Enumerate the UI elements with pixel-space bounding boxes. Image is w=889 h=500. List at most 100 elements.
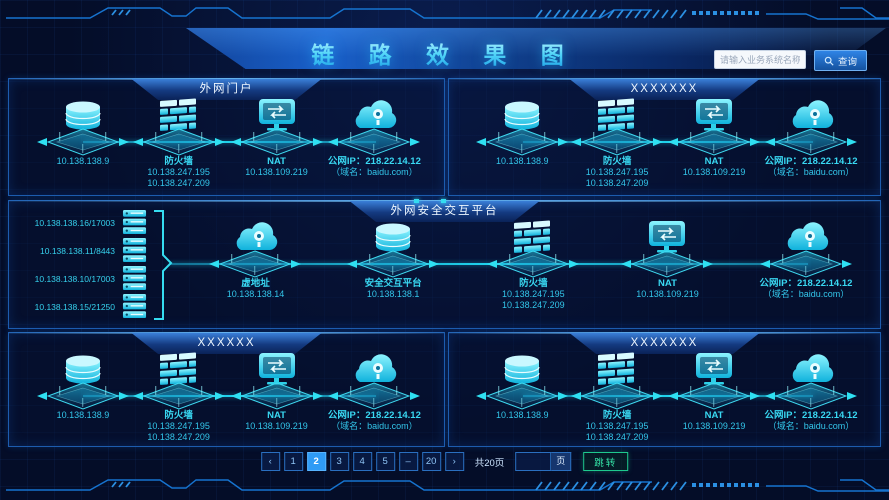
- firewall-icon: [159, 352, 196, 385]
- page-button-20[interactable]: 20: [421, 452, 441, 471]
- node-name: 虚地址: [241, 278, 270, 289]
- firewall-icon: [159, 98, 196, 131]
- platform-diamond: [476, 382, 569, 410]
- node-name: 公网IP：218.22.14.12: [764, 410, 858, 421]
- border-dot: [414, 199, 419, 203]
- node-ip: 10.138.247.209: [147, 432, 210, 442]
- node-nat: NAT 10.138.109.219: [202, 352, 352, 432]
- node-ip: 10.138.109.219: [245, 421, 308, 431]
- panel-title: XXXXXXX: [569, 79, 760, 100]
- border-dot: [441, 199, 446, 203]
- page-button-4[interactable]: 4: [352, 452, 372, 471]
- platform-diamond: [132, 382, 225, 410]
- node-name: NAT: [704, 410, 724, 421]
- node-ip: （域名：baidu.com）: [762, 289, 850, 299]
- node-ip: 10.138.247.195: [585, 421, 649, 431]
- platform-diamond: [621, 250, 714, 278]
- node-nat: NAT 10.138.109.219: [592, 220, 742, 300]
- source-row: 10.138.138.10/17003: [23, 266, 147, 291]
- node-ip: 10.138.247.209: [585, 178, 649, 188]
- node-ip: 10.138.138.9: [495, 410, 549, 420]
- database-icon: [65, 101, 101, 130]
- next-page-button[interactable]: ›: [444, 452, 464, 471]
- node-ip: 10.138.247.209: [147, 178, 210, 188]
- platform-diamond: [765, 382, 858, 410]
- connection-line: [522, 141, 813, 143]
- source-ip-label: 10.138.138.10/17003: [34, 273, 115, 284]
- page-number-input[interactable]: [515, 452, 552, 471]
- bracket-connector: [151, 209, 173, 326]
- node-ip: 10.138.247.209: [585, 432, 649, 442]
- nat-icon: [258, 353, 295, 385]
- nat-icon: [696, 99, 733, 131]
- panel-2: XXXXXXX 10.138.138.9 防火墙 10.138.247.195 10.1…: [448, 78, 881, 196]
- node-name: NAT: [704, 156, 724, 167]
- node-ip: （域名：baidu.com）: [767, 167, 855, 177]
- node-ip: 10.138.109.219: [636, 289, 699, 299]
- firewall-icon: [598, 98, 635, 131]
- nat-icon: [649, 221, 686, 253]
- node-name: 公网IP：218.22.14.12: [327, 156, 421, 167]
- node-firewall: 防火墙 10.138.247.195 10.138.247.209: [104, 352, 254, 443]
- node-cloud: 公网IP：218.22.14.12 （域名：baidu.com）: [731, 220, 881, 300]
- node-ip: 10.138.247.209: [502, 300, 565, 310]
- panel-title: XXXXXXX: [569, 333, 760, 354]
- node-name: 防火墙: [519, 278, 548, 289]
- node-ip: （域名：baidu.com）: [331, 167, 418, 177]
- node-cloud: 公网IP：218.22.14.12 （域名：baidu.com）: [736, 352, 886, 432]
- node-cloud: 虚地址 10.138.138.14: [180, 220, 330, 300]
- platform-diamond: [759, 250, 852, 278]
- platform-diamond: [209, 250, 302, 278]
- page-button-–[interactable]: –: [398, 452, 418, 471]
- database-icon: [504, 101, 540, 130]
- page-suffix-label: 页: [551, 452, 572, 471]
- cloud-icon: [356, 354, 397, 382]
- node-ip: 10.138.247.195: [147, 421, 210, 431]
- server-stack-icon: [122, 238, 147, 263]
- node-name: 安全交互平台: [364, 278, 422, 289]
- node-firewall: 防火墙 10.138.247.195 10.138.247.209: [542, 98, 692, 189]
- panel-title: 外网安全交互平台: [349, 201, 540, 222]
- platform-diamond: [765, 128, 858, 156]
- page-jump-group: 页: [515, 452, 572, 471]
- platform-diamond: [476, 128, 569, 156]
- source-row: 10.138.138.11/8443: [23, 238, 147, 263]
- node-nat: NAT 10.138.109.219: [639, 98, 789, 178]
- firewall-icon: [598, 352, 635, 385]
- server-stack-icon: [122, 294, 147, 319]
- node-database: 10.138.138.9: [447, 98, 597, 167]
- page-button-5[interactable]: 5: [375, 452, 395, 471]
- cloud-icon: [787, 222, 829, 250]
- connection-line: [83, 395, 377, 397]
- firewall-icon: [514, 220, 551, 253]
- page-button-2[interactable]: 2: [306, 452, 326, 471]
- server-stack-icon: [122, 266, 147, 291]
- node-database: 10.138.138.9: [8, 98, 158, 167]
- source-row: 10.138.138.15/21250: [23, 294, 147, 319]
- pagination: ‹ 1 2 3 4 5–20 › 共20页 页 跳转: [260, 452, 629, 471]
- platform-diamond: [571, 128, 664, 156]
- platform-diamond: [230, 128, 323, 156]
- panel-3: 外网安全交互平台 10.138.138.16/17003 10.138.138.11…: [8, 199, 881, 329]
- node-ip: 10.138.138.9: [495, 156, 549, 166]
- node-name: 公网IP：218.22.14.12: [759, 278, 853, 289]
- jump-button[interactable]: 跳转: [583, 452, 629, 471]
- cloud-icon: [356, 100, 397, 128]
- panel-1: 外网门户 10.138.138.9 防火墙 10.138.247.195 10.138.…: [8, 78, 445, 196]
- platform-diamond: [328, 382, 421, 410]
- page-button-1[interactable]: 1: [283, 452, 303, 471]
- platform-diamond: [347, 250, 440, 278]
- node-ip: 10.138.247.195: [147, 167, 210, 177]
- node-name: NAT: [658, 278, 677, 289]
- prev-page-button[interactable]: ‹: [260, 452, 280, 471]
- search-input[interactable]: [714, 50, 806, 69]
- search-bar: 查询: [714, 50, 868, 71]
- node-ip: 10.138.109.219: [245, 167, 308, 177]
- search-button[interactable]: 查询: [814, 50, 868, 71]
- top-circuit-decoration: [6, 7, 889, 20]
- panel-5: XXXXXXX 10.138.138.9 防火墙 10.138.247.195 10.1…: [448, 332, 881, 447]
- bottom-circuit-decoration: [6, 479, 889, 492]
- page-button-3[interactable]: 3: [329, 452, 349, 471]
- panel-4: XXXXXX 10.138.138.9 防火墙 10.138.247.195 10.13…: [8, 332, 445, 447]
- source-row: 10.138.138.16/17003: [23, 210, 147, 235]
